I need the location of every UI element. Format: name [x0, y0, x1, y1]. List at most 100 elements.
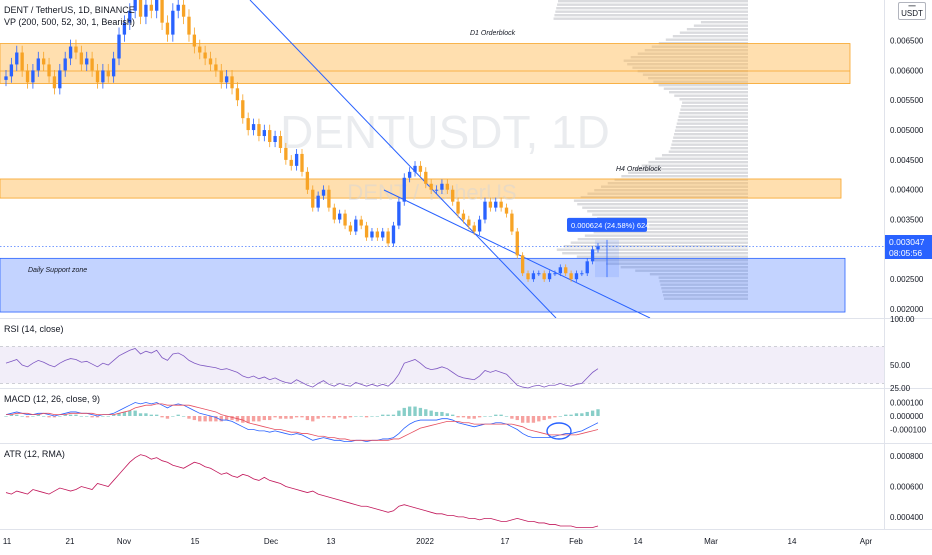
- macd-hist-bar: [58, 416, 62, 417]
- atr-line: [5, 454, 599, 528]
- candle-body: [418, 165, 423, 172]
- vp-bar: [649, 273, 748, 276]
- macd-hist-bar: [90, 416, 94, 418]
- vp-bar: [648, 77, 748, 80]
- price-tick: 0.002500: [890, 275, 924, 284]
- candle-body: [294, 153, 299, 166]
- vp-bar: [594, 189, 748, 192]
- candle-body: [160, 0, 164, 23]
- vp-bar: [562, 252, 748, 255]
- candle-body: [343, 213, 347, 226]
- vp-bar: [570, 241, 748, 244]
- macd-hist-bar: [133, 410, 137, 416]
- candle-body: [181, 4, 186, 17]
- price-tick: 0.005000: [890, 126, 924, 135]
- candle-body: [391, 225, 396, 244]
- macd-hist-bar: [20, 416, 24, 417]
- zone-2: [0, 257, 846, 313]
- vp-bar: [632, 66, 748, 69]
- candle-body: [321, 189, 326, 196]
- candle-body: [590, 249, 595, 262]
- macd-hist-bar: [36, 414, 40, 416]
- currency-button[interactable]: ─ USDT: [898, 2, 926, 20]
- macd-hist-bar: [558, 416, 562, 417]
- time-tick: 11: [3, 537, 12, 546]
- candle-body: [224, 76, 229, 83]
- macd-hist-bar: [192, 416, 197, 421]
- vp-bar: [635, 269, 748, 272]
- candle-body: [58, 70, 62, 89]
- macd-hist-bar: [15, 414, 19, 416]
- vp-bar: [651, 45, 748, 48]
- rsi-pane[interactable]: [0, 346, 884, 389]
- vp-legend[interactable]: VP (200, 500, 52, 30, 1, Bearish): [4, 17, 135, 27]
- candles: [4, 0, 600, 282]
- macd-hist-bar: [214, 416, 218, 422]
- macd-hist-bar: [25, 416, 30, 418]
- atr-legend[interactable]: ATR (12, RMA): [4, 449, 65, 459]
- macd-tick: 0.000000: [890, 412, 924, 421]
- zone-1: [0, 178, 842, 199]
- macd-tick: 0.000100: [890, 399, 924, 408]
- vp-bar: [661, 287, 748, 290]
- candle-body: [111, 58, 116, 77]
- macd-pane[interactable]: [4, 402, 600, 443]
- macd-hist-bar: [289, 416, 293, 419]
- time-tick: 14: [788, 537, 797, 546]
- atr-tick: 0.000800: [890, 452, 924, 461]
- vp-bar: [686, 28, 748, 31]
- candle-body: [171, 10, 175, 35]
- rsi-tick: 100.00: [890, 315, 915, 324]
- candle-body: [596, 246, 600, 250]
- macd-hist-bar: [300, 416, 304, 418]
- macd-hist-bar: [520, 416, 525, 423]
- candle-body: [208, 58, 213, 65]
- atr-pane[interactable]: [5, 454, 599, 528]
- candle-body: [192, 34, 197, 47]
- macd-hist-bar: [52, 416, 57, 418]
- macd-hist-bar: [477, 416, 482, 418]
- candle-body: [63, 58, 67, 71]
- candle-body: [300, 153, 304, 172]
- candle-body: [397, 201, 401, 226]
- macd-hist-bar: [483, 416, 487, 417]
- macd-hist-bar: [553, 416, 557, 418]
- macd-hist-bar: [445, 413, 449, 416]
- measure-label-bg: [567, 217, 647, 232]
- vp-bar: [672, 140, 748, 143]
- candle-body: [9, 64, 14, 77]
- macd-cross-highlight: [546, 422, 572, 440]
- candle-body: [553, 273, 557, 275]
- candle-body: [101, 70, 105, 83]
- vp-bar: [644, 49, 748, 52]
- vp-bar: [580, 196, 748, 199]
- measure-tool[interactable]: 0.000624 (24.58%) 624: [567, 217, 649, 278]
- candle-body: [90, 58, 94, 71]
- macd-hist-bar: [590, 410, 595, 416]
- vp-bar: [614, 178, 748, 181]
- candle-body: [547, 273, 552, 280]
- macd-hist-bar: [224, 416, 229, 421]
- vp-bar: [630, 56, 748, 59]
- vp-bar: [655, 157, 748, 160]
- macd-hist-bar: [47, 416, 51, 418]
- price-tick: 0.002000: [890, 305, 924, 314]
- macd-legend[interactable]: MACD (12, 26, close, 9): [4, 394, 101, 404]
- time-axis[interactable]: 11 21 Nov 15 Dec 13 2022 17 Feb 14 Mar 14 Apr: [3, 537, 873, 546]
- macd-hist-bar: [68, 414, 73, 416]
- macd-hist-bar: [499, 414, 503, 416]
- rsi-legend[interactable]: RSI (14, close): [4, 324, 64, 334]
- price-axis[interactable]: 0.006500 0.006000 0.005500 0.005000 0.004500…: [890, 37, 927, 522]
- time-tick: 21: [66, 537, 75, 546]
- vp-bar: [584, 234, 748, 237]
- macd-hist-bar: [181, 416, 186, 417]
- main-legend[interactable]: DENT / TetherUS, 1D, BINANCE: [4, 5, 135, 15]
- atr-tick: 0.000600: [890, 483, 924, 492]
- candle-body: [128, 10, 132, 23]
- macd-hist-bar: [42, 416, 46, 417]
- candle-body: [144, 4, 148, 17]
- macd-hist-bar: [472, 416, 476, 419]
- price-tick: 0.004000: [890, 186, 924, 195]
- zone-label-0: D1 Orderblock: [470, 30, 516, 37]
